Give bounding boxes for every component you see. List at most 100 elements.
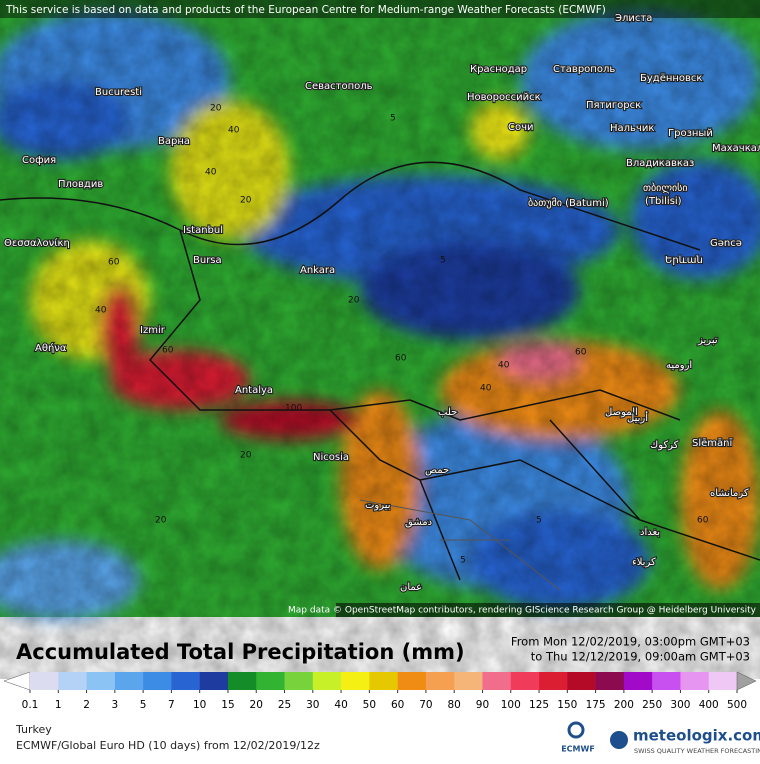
footer: Turkey ECMWF/Global Euro HD (10 days) fr… [15, 721, 760, 755]
city: Երևան [665, 255, 703, 266]
colorbar-label: 200 [614, 699, 634, 711]
colorbar-label: 175 [586, 699, 606, 711]
city: كربلاء [632, 557, 656, 568]
colorbar-box [58, 672, 87, 690]
contour-labels: 20 40 5 20 40 60 40 20 5 60 100 60 40 20… [95, 104, 709, 566]
colorbar-label: 2 [83, 699, 90, 711]
colorbar-box [114, 672, 144, 690]
colorbar-label: 50 [363, 699, 376, 711]
city: Сочи [508, 122, 534, 133]
colorbar-label: 150 [557, 699, 577, 711]
city: Slēmānī [692, 438, 732, 449]
colorbar-box [567, 672, 596, 690]
colorbar-arrow [3, 671, 31, 691]
colorbar-label: 40 [334, 699, 347, 711]
colorbar-label: 5 [140, 699, 147, 711]
city: حلب [438, 407, 457, 418]
colorbar-box [341, 672, 370, 690]
contour-label: 60 [162, 346, 174, 356]
city: София [22, 155, 56, 166]
city: Ankara [300, 265, 335, 276]
colorbar-box [86, 672, 116, 690]
city: Ставрополь [553, 64, 615, 75]
cities: Bucuresti Севастополь Краснодар Ставропо… [3, 12, 760, 594]
colorbar-box [143, 672, 172, 690]
city: Antalya [235, 385, 273, 396]
city: Αθήνα [35, 342, 67, 354]
notice: This service is based on data and produc… [5, 4, 606, 16]
city: Краснодар [470, 64, 527, 75]
city: كرمانشاه [710, 488, 749, 499]
colorbar-box [227, 672, 257, 690]
ecmwf-logo: ECMWF [561, 745, 595, 754]
legend: Accumulated Total Precipitation (mm) Fro… [3, 635, 757, 711]
city: عمان [400, 582, 422, 593]
contour-label: 100 [285, 404, 302, 414]
colorbar-box [680, 672, 710, 690]
contour-label: 20 [348, 296, 360, 306]
colorbar-label: 90 [476, 699, 489, 711]
contour-label: 20 [240, 451, 252, 461]
colorbar-label: 80 [448, 699, 461, 711]
colorbar-label: 7 [168, 699, 175, 711]
city: دمشق [405, 517, 432, 528]
city: Элиста [615, 13, 652, 24]
city: ارومیه [666, 360, 692, 371]
city: Пловдив [58, 179, 103, 190]
legend-title: Accumulated Total Precipitation (mm) [16, 640, 465, 664]
city: Нальчик [610, 123, 654, 134]
colorbar-label: 15 [221, 699, 234, 711]
colorbar-label: 70 [419, 699, 432, 711]
city: الموصل [605, 407, 638, 418]
city: بيروت [365, 500, 391, 511]
map-field: This service is based on data and produc… [0, 0, 760, 620]
colorbar-label: 0.1 [22, 699, 39, 711]
colorbar-label: 10 [193, 699, 206, 711]
region: Turkey [15, 723, 52, 736]
colorbar-box [708, 672, 738, 690]
colorbar-label: 100 [501, 699, 521, 711]
city: ბათუმი (Batumi) [528, 197, 609, 209]
colorbar-box [425, 672, 455, 690]
colorbar-box [623, 672, 653, 690]
contour-label: 40 [228, 126, 240, 136]
city: Новороссийск [467, 92, 541, 103]
contour-label: 40 [205, 168, 217, 178]
contour-label: 40 [480, 384, 492, 394]
city: كركوك [650, 440, 679, 451]
colorbar-label: 3 [111, 699, 118, 711]
city: Пятигорск [586, 100, 641, 111]
contour-label: 60 [108, 258, 120, 268]
colorbar-label: 20 [250, 699, 263, 711]
colorbar-box [256, 672, 285, 690]
colorbar-box [454, 672, 483, 690]
city: Севастополь [305, 81, 373, 92]
colorbar-label: 25 [278, 699, 291, 711]
city: Bucuresti [95, 87, 142, 98]
colorbar-box [199, 672, 229, 690]
city: (Tbilisi) [645, 196, 682, 207]
city: Istanbul [183, 225, 223, 236]
contour-label: 60 [697, 516, 709, 526]
contour-label: 40 [498, 361, 510, 371]
colorbar-box [171, 672, 200, 690]
city: حمص [425, 465, 449, 476]
contour-label: 20 [155, 516, 167, 526]
contour-label: 20 [210, 104, 222, 114]
colorbar-box [510, 672, 540, 690]
contour-label: 60 [395, 354, 407, 364]
colorbar-box [595, 672, 625, 690]
contour-label: 5 [440, 256, 446, 266]
contour-label: 5 [460, 556, 466, 566]
colorbar-box [369, 672, 398, 690]
city: تبريز [697, 335, 718, 346]
city: Gəncə [710, 238, 742, 249]
colorbar-box [397, 672, 427, 690]
city: Варна [158, 136, 190, 147]
colorbar-label: 125 [529, 699, 549, 711]
city: Грозный [668, 128, 713, 139]
colorbar-label: 300 [670, 699, 690, 711]
contour-label: 60 [575, 348, 587, 358]
